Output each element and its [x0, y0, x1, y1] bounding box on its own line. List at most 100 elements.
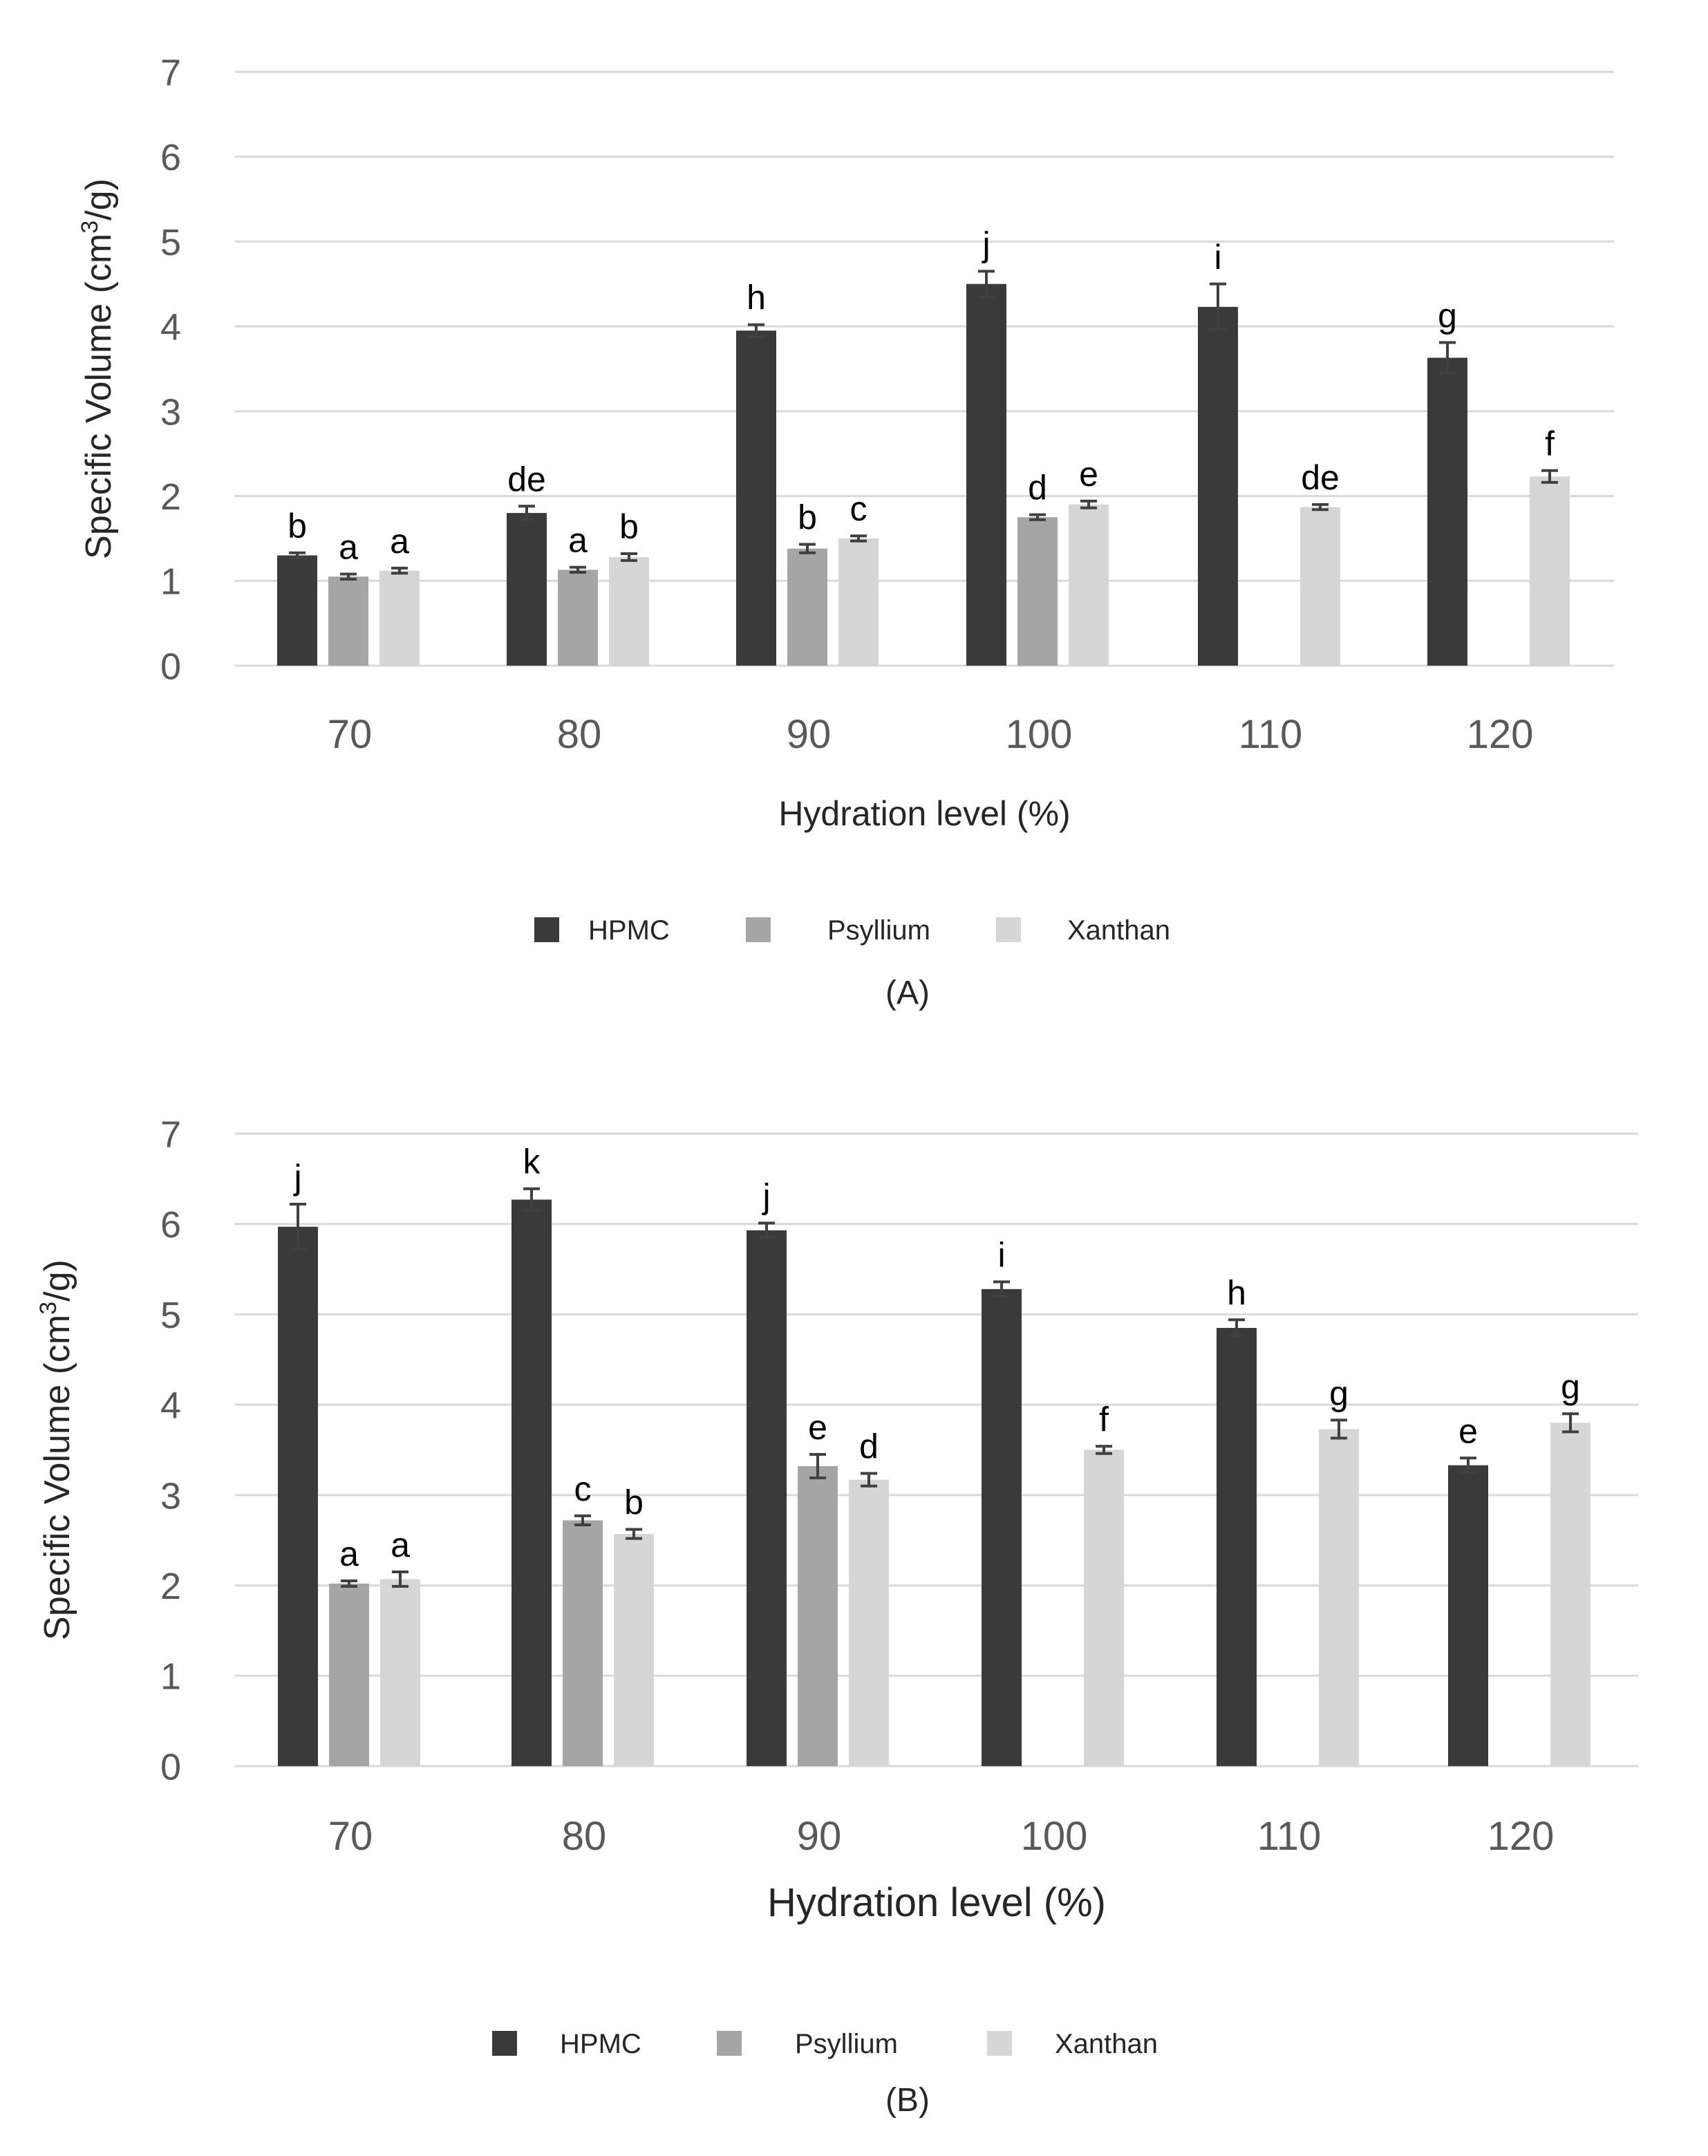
x-tick-label: 80: [557, 712, 602, 757]
bar-psyllium-90: [787, 548, 827, 666]
significance-letter: e: [1079, 455, 1098, 494]
legend-swatch-hpmc: [492, 2031, 517, 2056]
significance-letter: j: [981, 225, 990, 263]
bar-hpmc-80: [512, 1199, 552, 1766]
significance-letter: b: [624, 1483, 644, 1522]
bar-xanthan-90: [849, 1479, 889, 1766]
y-tick-label: 6: [160, 137, 181, 178]
y-tick-label: 7: [160, 52, 181, 93]
x-axis-title: Hydration level (%): [778, 794, 1070, 833]
y-axis-title-suffix: /g): [79, 178, 119, 221]
y-axis-title: Specific Volume (cm3/g): [35, 1259, 77, 1640]
y-tick-label: 3: [160, 1475, 181, 1517]
y-tick-label: 5: [160, 1295, 181, 1336]
bar-psyllium-80: [563, 1520, 603, 1766]
error-bar: [290, 1202, 306, 1251]
error-bar: [289, 551, 306, 560]
significance-letter: g: [1438, 296, 1457, 335]
significance-letter: c: [574, 1470, 592, 1508]
error-bar: [391, 566, 408, 575]
error-bar: [978, 270, 995, 299]
significance-letter: h: [747, 279, 766, 317]
significance-letter: a: [568, 521, 588, 560]
y-axis-title-text: Specific Volume (cm: [37, 1315, 77, 1640]
legend-label-hpmc: HPMC: [560, 2029, 641, 2059]
y-tick-label: 4: [160, 307, 181, 348]
y-tick-label: 2: [160, 476, 181, 518]
bar-xanthan-80: [609, 556, 649, 666]
error-bar: [621, 552, 637, 562]
legend-swatch-psyllium: [746, 917, 771, 942]
y-tick-label: 5: [160, 222, 181, 263]
error-bar: [1080, 499, 1097, 509]
x-tick-label: 90: [797, 1814, 842, 1859]
y-axis-title: Specific Volume (cm3/g): [77, 178, 119, 559]
bar-xanthan-110: [1319, 1429, 1359, 1766]
error-bar: [758, 1221, 775, 1239]
error-bar: [574, 1514, 591, 1526]
significance-letter: a: [339, 527, 358, 566]
error-bar: [1210, 282, 1226, 332]
significance-letter: i: [997, 1235, 1005, 1274]
error-bar: [799, 543, 816, 554]
error-bar: [523, 1187, 540, 1212]
bar-hpmc-100: [966, 283, 1006, 666]
y-axis-title-suffix: /g): [37, 1259, 77, 1302]
significance-letter: j: [292, 1158, 301, 1197]
bar-hpmc-70: [277, 555, 317, 666]
bar-hpmc-90: [747, 1230, 787, 1766]
bar-psyllium-100: [1017, 517, 1058, 666]
y-tick-label: 2: [160, 1566, 181, 1607]
legend-swatch-xanthan: [987, 2031, 1012, 2056]
error-bar: [993, 1280, 1010, 1298]
error-bar: [1029, 513, 1046, 521]
error-bar: [861, 1472, 877, 1488]
bar-psyllium-70: [329, 1583, 369, 1766]
error-bar: [1460, 1456, 1476, 1474]
significance-letter: b: [288, 507, 307, 545]
y-tick-label: 4: [160, 1385, 181, 1427]
bar-xanthan-90: [838, 538, 879, 666]
x-tick-label: 80: [562, 1814, 607, 1859]
x-tick-label: 100: [1021, 1814, 1088, 1859]
error-bar: [340, 572, 357, 581]
legend-label-xanthan: Xanthan: [1067, 915, 1170, 946]
significance-letter: j: [761, 1177, 770, 1215]
y-axis-title-text: Specific Volume (cm: [79, 234, 119, 559]
significance-letter: g: [1561, 1367, 1580, 1406]
significance-letter: a: [391, 1526, 410, 1564]
x-tick-label: 70: [328, 1814, 373, 1859]
y-tick-label: 3: [160, 391, 181, 433]
significance-letter: g: [1329, 1374, 1349, 1412]
significance-letter: k: [523, 1143, 541, 1181]
error-bar: [1439, 341, 1456, 375]
error-bar: [1541, 469, 1558, 484]
legend-label-hpmc: HPMC: [588, 915, 670, 946]
error-bar: [392, 1570, 409, 1588]
bar-psyllium-70: [328, 577, 368, 666]
error-bar: [570, 565, 586, 574]
y-tick-label: 1: [160, 561, 181, 603]
y-tick-label: 6: [160, 1204, 181, 1246]
x-axis-title: Hydration level (%): [767, 1880, 1106, 1925]
y-axis-title-superscript: 3: [35, 1302, 62, 1315]
bar-hpmc-120: [1448, 1465, 1488, 1766]
bar-hpmc-100: [982, 1288, 1022, 1766]
bar-xanthan-80: [614, 1534, 654, 1766]
legend-label-psyllium: Psyllium: [827, 915, 930, 946]
y-tick-label: 1: [160, 1656, 181, 1698]
bar-xanthan-120: [1530, 476, 1570, 666]
x-tick-label: 110: [1239, 712, 1302, 757]
significance-letter: de: [507, 460, 546, 498]
bar-hpmc-90: [736, 330, 776, 666]
y-axis-title-superscript: 3: [77, 221, 103, 234]
x-tick-label: 110: [1257, 1814, 1321, 1859]
error-bar: [1312, 503, 1329, 512]
bar-hpmc-70: [278, 1226, 318, 1766]
y-tick-label: 7: [160, 1114, 181, 1155]
significance-letter: a: [390, 522, 409, 561]
significance-letter: f: [1545, 424, 1555, 463]
error-bar: [341, 1579, 357, 1588]
legend-label-xanthan: Xanthan: [1055, 2029, 1158, 2059]
error-bar: [626, 1528, 642, 1540]
